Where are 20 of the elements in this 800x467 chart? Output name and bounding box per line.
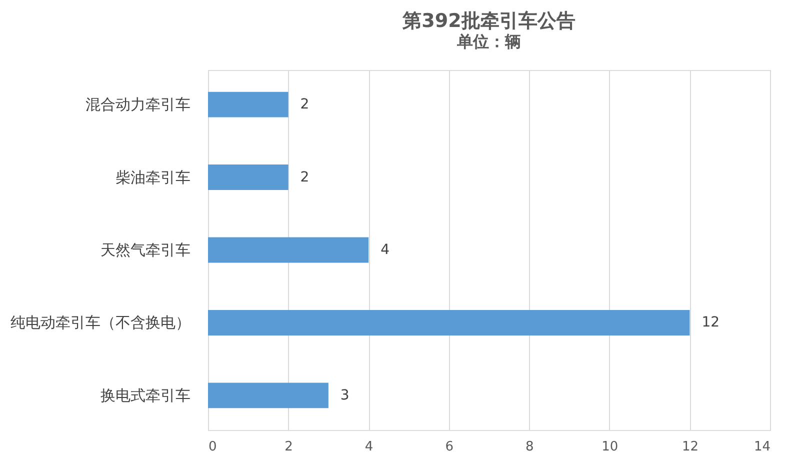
data-label: 3 bbox=[340, 387, 350, 404]
data-label: 12 bbox=[702, 314, 720, 331]
chart-title: 第392批牵引车公告 bbox=[402, 10, 576, 32]
data-label: 2 bbox=[300, 96, 310, 113]
x-tick-label: 4 bbox=[364, 440, 374, 454]
y-tick-label: 天然气牵引车 bbox=[100, 241, 190, 259]
x-tick-label: 14 bbox=[754, 440, 770, 454]
x-tick-label: 0 bbox=[208, 440, 217, 454]
data-label: 4 bbox=[380, 242, 390, 258]
x-tick-label: 12 bbox=[682, 440, 698, 454]
x-tick-label: 6 bbox=[445, 440, 454, 454]
x-tick-label: 8 bbox=[526, 440, 534, 454]
chart-subtitle: 单位：辆 bbox=[456, 32, 521, 51]
data-label: 2 bbox=[300, 169, 310, 186]
x-tick-label: 2 bbox=[284, 440, 293, 454]
y-tick-label: 柴油牵引车 bbox=[116, 168, 190, 186]
y-tick-label: 换电式牵引车 bbox=[100, 386, 190, 404]
y-tick-label: 纯电动牵引车（不含换电） bbox=[10, 314, 190, 332]
x-tick-label: 10 bbox=[602, 440, 618, 454]
y-tick-label: 混合动力牵引车 bbox=[86, 96, 190, 114]
